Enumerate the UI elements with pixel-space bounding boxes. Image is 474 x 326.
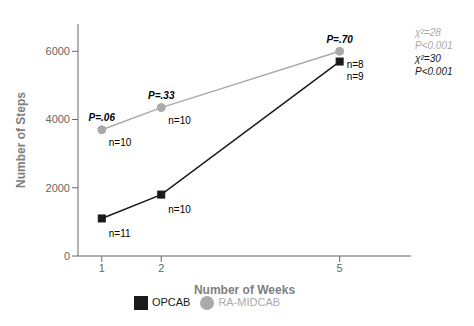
html-text:P<0.001: P<0.001 [415, 66, 453, 77]
svg-text:6000: 6000 [46, 45, 70, 57]
svg-text:n=11: n=11 [109, 228, 131, 239]
svg-text:n=10: n=10 [168, 204, 191, 215]
svg-text:n=8: n=8 [347, 59, 364, 70]
svg-text:P=.06: P=.06 [89, 112, 116, 123]
svg-text:P=.33: P=.33 [148, 90, 175, 101]
html-text:χ²=30: χ²=30 [415, 53, 441, 64]
svg-text:n=10: n=10 [109, 137, 132, 148]
svg-text:2: 2 [158, 262, 164, 274]
svg-text:4000: 4000 [46, 113, 70, 125]
svg-text:5: 5 [337, 262, 343, 274]
svg-text:Number of Steps: Number of Steps [14, 92, 28, 188]
html-text:RA-MIDCAB: RA-MIDCAB [218, 296, 281, 308]
svg-text:n=10: n=10 [168, 115, 191, 126]
svg-text:0: 0 [64, 250, 70, 262]
html-text:χ²=28: χ²=28 [415, 27, 441, 38]
svg-text:Number of Weeks: Number of Weeks [194, 283, 295, 297]
svg-text:n=9: n=9 [347, 71, 364, 82]
html-text:P<0.001: P<0.001 [415, 40, 453, 51]
svg-text:2000: 2000 [46, 182, 70, 194]
html-text:OPCAB: OPCAB [151, 296, 191, 308]
svg-text:1: 1 [99, 262, 105, 274]
svg-text:P=.70: P=.70 [326, 34, 353, 45]
